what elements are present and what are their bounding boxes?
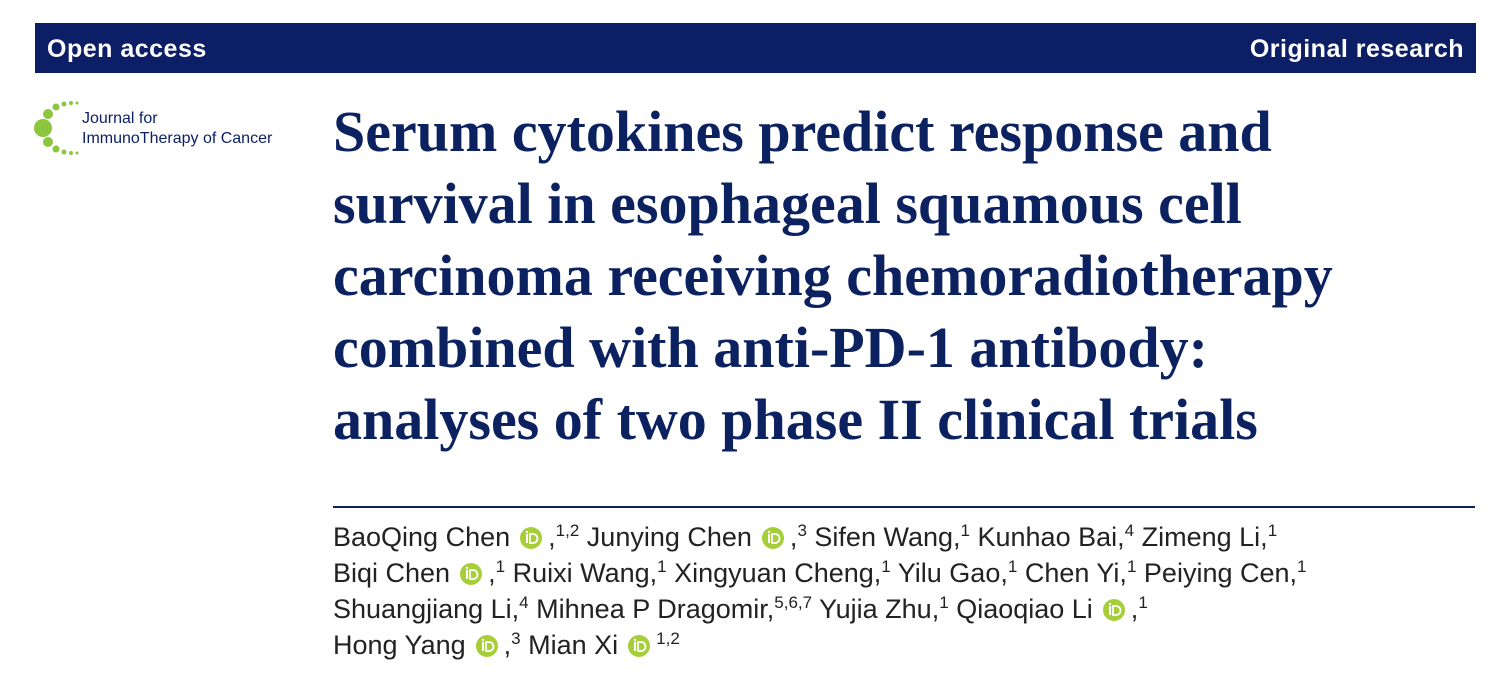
author-list: BaoQing Chen ,1,2 Junying Chen ,3 Sifen Wa… [333,519,1307,663]
separator: , [488,558,496,588]
separator: , [1260,522,1268,552]
author-name: Sifen Wang [814,522,953,552]
orcid-icon[interactable] [460,563,483,585]
title-line: survival in esophageal squamous cell [333,171,1242,236]
affiliation: 1 [1297,557,1307,576]
separator: , [766,594,775,624]
affiliation: 1,2 [555,521,580,540]
affiliation: 1 [1267,521,1278,540]
author-name: Zimeng Li [1141,522,1261,552]
title-line: combined with anti-PD-1 antibody: [333,315,1208,380]
affiliation: 3 [511,629,521,648]
orcid-icon[interactable] [1102,599,1125,621]
title-line: analyses of two phase II clinical trials [333,387,1258,452]
title-line: carcinoma receiving chemoradiotherapy [333,243,1333,308]
separator: , [1119,558,1127,588]
author-name: Biqi Chen [333,558,451,588]
journal-name: Journal for [82,110,158,127]
journal-name: ImmunoTherapy of Cancer [82,130,273,147]
affiliation: 1 [1007,557,1018,576]
affiliation: 1 [1126,557,1137,576]
author-name: Mian Xi [528,630,619,660]
access-label: Open access [47,35,207,63]
affiliation: 1 [881,557,891,576]
author-name: Chen Yi [1024,558,1120,588]
affiliation: 1 [495,557,506,576]
separator: , [789,522,798,552]
author-line: Biqi Chen ,1 Ruixi Wang,1 Xingyuan Cheng,… [333,555,1307,591]
affiliation: 4 [519,593,529,612]
separator: , [1289,558,1298,588]
author-name: Kunhao Bai [977,522,1118,552]
author-name: Qiaoqiao Li [956,594,1093,624]
affiliation: 1 [657,557,667,576]
author-line: BaoQing Chen ,1,2 Junying Chen ,3 Sifen Wa… [333,519,1307,555]
affiliation: 5,6,7 [774,593,813,612]
author-name: Peiying Cen [1143,558,1290,588]
author-name: BaoQing Chen [333,522,511,552]
author-line: Hong Yang ,3 Mian Xi 1,2 [333,627,1307,663]
separator: , [503,630,512,660]
article-type: Original research [1249,35,1464,63]
separator: , [1130,594,1139,624]
author-name: Junying Chen [586,522,752,552]
author-name: Hong Yang [333,630,466,660]
author-name: Xingyuan Cheng [674,558,874,588]
author-name: Ruixi Wang [512,558,650,588]
affiliation: 3 [797,521,807,540]
separator: , [548,522,556,552]
affiliation: 1 [960,521,970,540]
author-name: Mihnea P Dragomir [536,594,767,624]
orcid-icon[interactable] [628,635,651,657]
divider [333,506,1475,508]
separator: , [511,594,520,624]
separator: , [873,558,882,588]
separator: , [1000,558,1008,588]
separator: , [953,522,961,552]
separator: , [649,558,658,588]
separator: , [1117,522,1125,552]
orcid-icon[interactable] [520,527,543,549]
affiliation: 1 [939,593,949,612]
author-line: Shuangjiang Li,4 Mihnea P Dragomir,5,6,7… [333,591,1307,627]
affiliation: 1 [1138,593,1148,612]
affiliation: 4 [1124,521,1135,540]
header-bar: Open access Original research [35,23,1476,73]
journal-logo [34,101,79,155]
article-title: Serum cytokines predict response and surv… [333,96,1333,456]
affiliation: 1,2 [656,629,680,648]
author-name: Shuangjiang Li [333,594,512,624]
orcid-icon[interactable] [761,527,784,549]
title-line: Serum cytokines predict response and [333,99,1272,164]
separator: , [931,594,940,624]
orcid-icon[interactable] [475,635,498,657]
author-name: Yilu Gao [897,558,1001,588]
author-name: Yujia Zhu [819,594,932,624]
